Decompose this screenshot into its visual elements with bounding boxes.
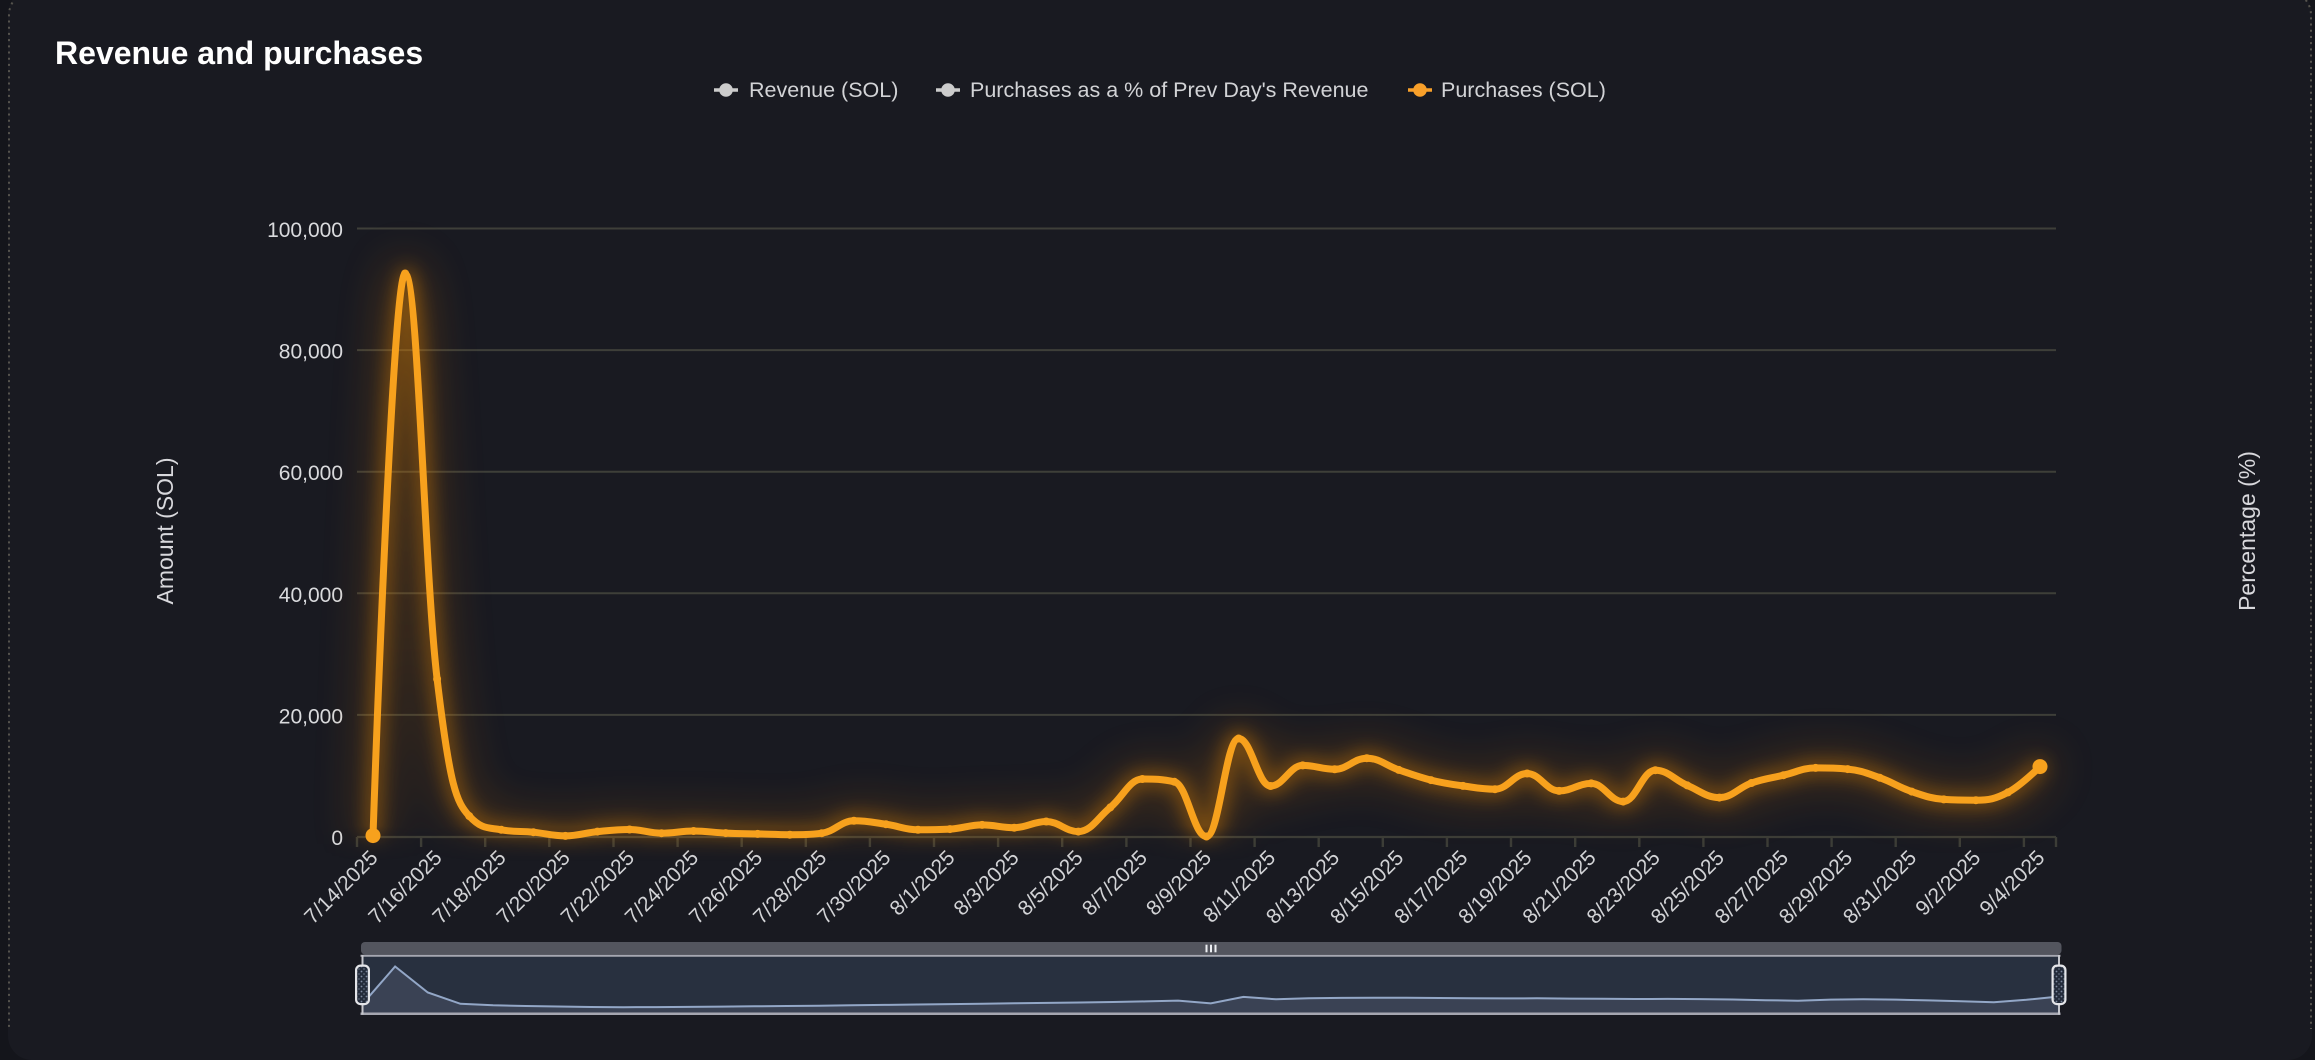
svg-text:9/4/2025: 9/4/2025 — [1975, 846, 2049, 920]
svg-text:8/3/2025: 8/3/2025 — [950, 846, 1024, 920]
svg-text:Percentage (%): Percentage (%) — [2234, 451, 2260, 611]
svg-text:40,000: 40,000 — [279, 584, 343, 607]
svg-text:Purchases as a % of Prev Day's: Purchases as a % of Prev Day's Revenue — [970, 78, 1368, 102]
svg-text:80,000: 80,000 — [279, 341, 343, 364]
svg-text:8/7/2025: 8/7/2025 — [1078, 846, 1152, 920]
svg-text:Revenue (SOL): Revenue (SOL) — [749, 78, 898, 102]
svg-text:8/1/2025: 8/1/2025 — [885, 846, 959, 920]
svg-text:20,000: 20,000 — [279, 705, 343, 728]
svg-text:Purchases (SOL): Purchases (SOL) — [1441, 78, 1606, 102]
svg-text:60,000: 60,000 — [279, 462, 343, 485]
svg-text:Amount (SOL): Amount (SOL) — [152, 458, 178, 605]
svg-text:100,000: 100,000 — [267, 219, 343, 242]
svg-text:9/2/2025: 9/2/2025 — [1911, 846, 1985, 920]
svg-text:0: 0 — [331, 827, 343, 850]
svg-text:Revenue and purchases: Revenue and purchases — [55, 35, 423, 71]
svg-text:8/5/2025: 8/5/2025 — [1014, 846, 1088, 920]
